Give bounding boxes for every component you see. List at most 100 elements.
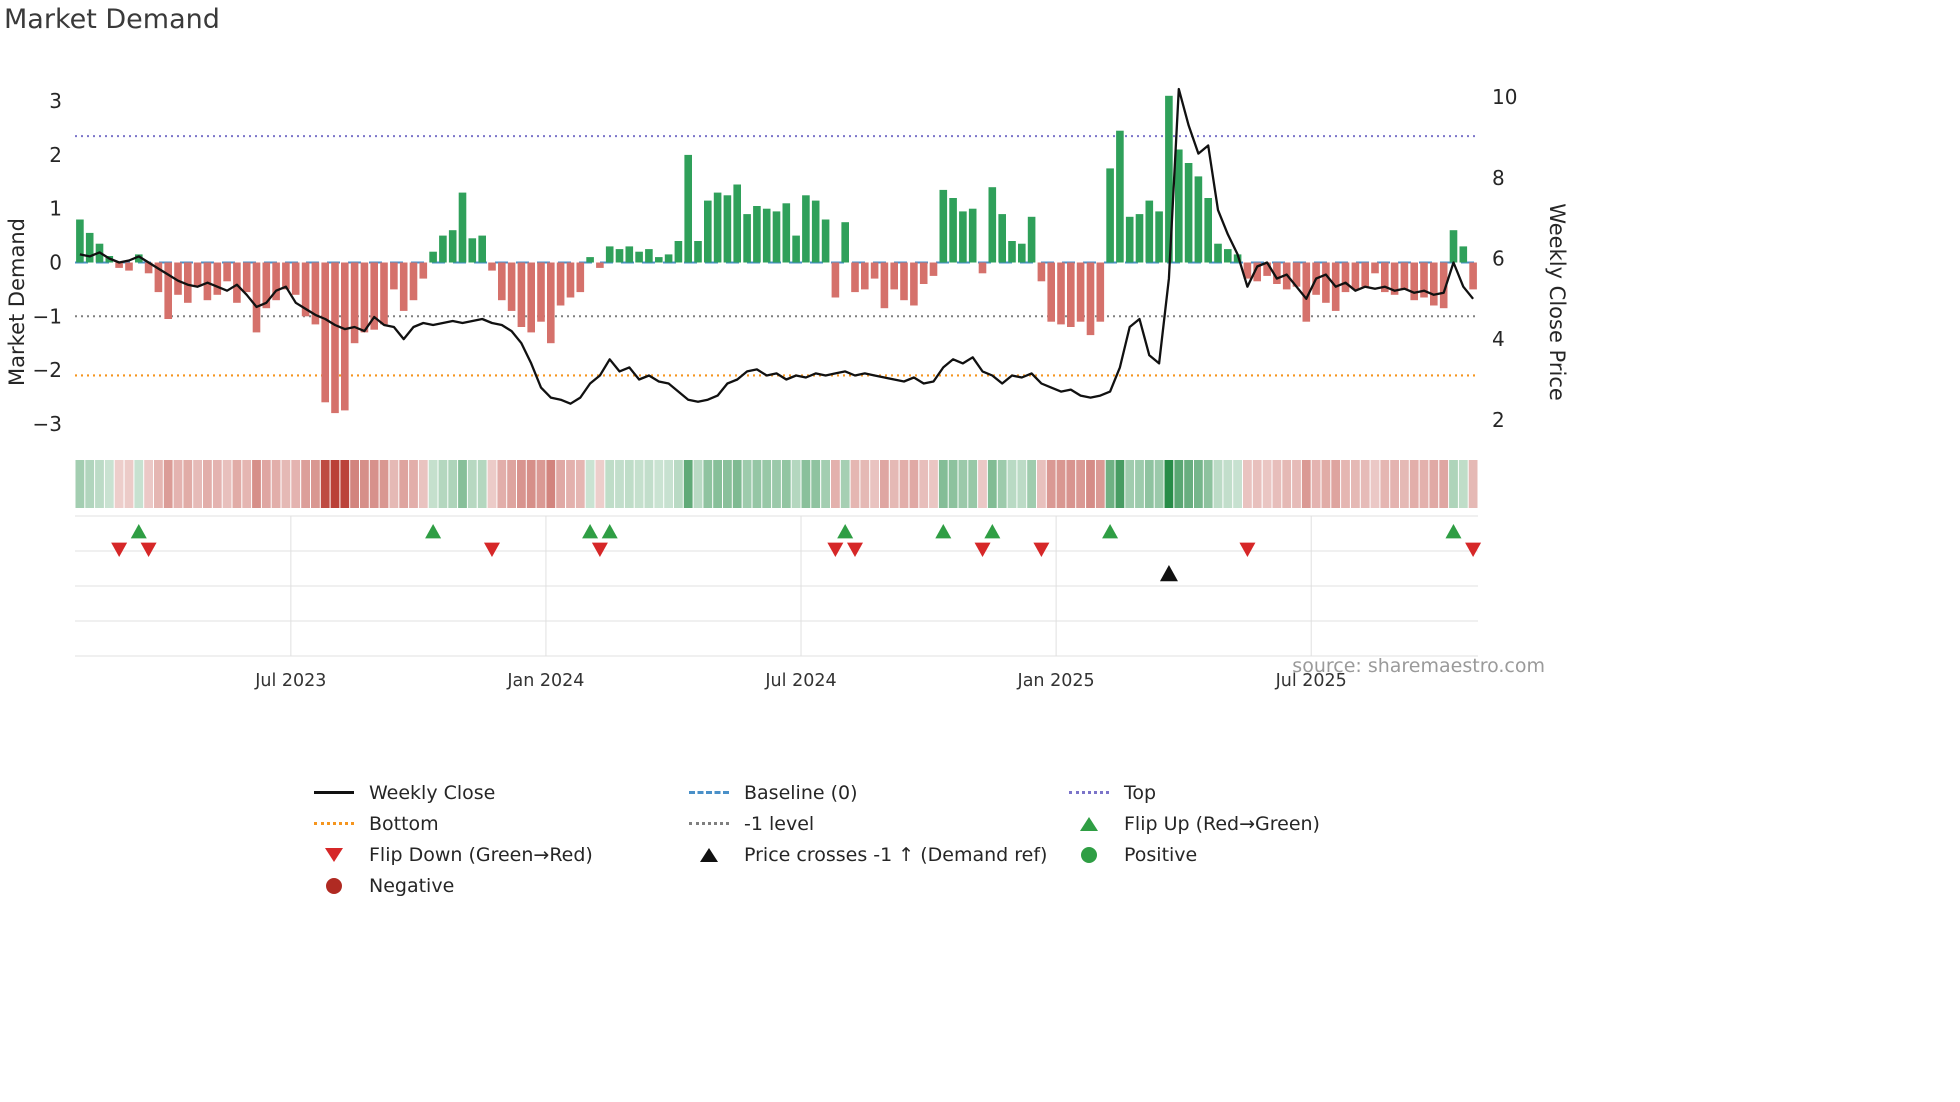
heatmap-cell bbox=[615, 460, 624, 508]
legend-swatch-triangle-up-icon bbox=[687, 847, 731, 862]
demand-bar bbox=[674, 241, 683, 263]
heatmap-cell bbox=[1351, 460, 1360, 508]
heatmap-cell bbox=[1125, 460, 1135, 508]
heatmap-cell bbox=[654, 460, 664, 508]
heatmap-cell bbox=[1390, 460, 1399, 508]
demand-bar bbox=[1292, 262, 1301, 287]
demand-bar bbox=[1430, 262, 1438, 306]
demand-bar bbox=[880, 262, 889, 309]
source-credit: source: sharemaestro.com bbox=[1292, 655, 1545, 677]
legend-swatch-circle-icon bbox=[312, 877, 356, 894]
heatmap-cell bbox=[271, 460, 281, 508]
heatmap-cell bbox=[585, 460, 595, 508]
heatmap-cell bbox=[311, 460, 320, 508]
demand-bar bbox=[488, 262, 496, 271]
heatmap-cell bbox=[880, 460, 889, 508]
heatmap-cell bbox=[840, 460, 850, 508]
flip-up-marker bbox=[837, 524, 854, 539]
demand-bar bbox=[870, 262, 879, 279]
heatmap-cell bbox=[261, 460, 271, 508]
demand-bar bbox=[733, 184, 741, 263]
demand-bar bbox=[998, 214, 1006, 263]
demand-bar bbox=[919, 262, 928, 284]
demand-bar bbox=[1341, 262, 1350, 293]
heatmap-cell bbox=[467, 460, 477, 508]
heatmap-cell bbox=[369, 460, 379, 508]
demand-bar bbox=[1184, 163, 1193, 263]
demand-bar bbox=[85, 232, 94, 263]
heatmap-cell bbox=[1213, 460, 1223, 508]
heatmap-cell bbox=[1086, 460, 1095, 508]
heatmap-cell bbox=[1449, 460, 1458, 508]
y-tick-label-left: −2 bbox=[33, 358, 62, 382]
legend-swatch-dotted-icon bbox=[1067, 791, 1111, 794]
demand-bar bbox=[586, 257, 594, 263]
demand-bar bbox=[1390, 262, 1399, 295]
heatmap-cell bbox=[124, 460, 134, 508]
heatmap-cell bbox=[634, 460, 644, 508]
demand-bar bbox=[262, 262, 271, 309]
demand-bar bbox=[1194, 176, 1203, 263]
heatmap-cell bbox=[605, 460, 615, 508]
heatmap-cell bbox=[330, 460, 340, 508]
heatmap-cell bbox=[997, 460, 1007, 508]
heatmap-cell bbox=[781, 460, 791, 508]
demand-bar bbox=[959, 211, 967, 263]
demand-bar bbox=[1420, 262, 1428, 298]
heatmap-cell bbox=[978, 460, 987, 508]
legend-label: Top bbox=[1124, 781, 1157, 804]
legend-label: Negative bbox=[369, 874, 455, 897]
heatmap-cell bbox=[477, 460, 487, 508]
heatmap-cell bbox=[683, 460, 693, 508]
legend-swatch-dashed-icon bbox=[687, 791, 731, 794]
legend-swatch-dotted-icon bbox=[687, 822, 731, 825]
legend-label: Weekly Close bbox=[369, 781, 496, 804]
demand-bar bbox=[468, 238, 477, 263]
flip-up-marker bbox=[1445, 524, 1462, 539]
heatmap-cell bbox=[1243, 460, 1252, 508]
heatmap-cell bbox=[1095, 460, 1105, 508]
demand-bar bbox=[399, 262, 408, 311]
demand-bar bbox=[1439, 262, 1448, 309]
demand-bar bbox=[527, 262, 535, 333]
legend-item-weekly-close: Weekly Close bbox=[312, 778, 687, 807]
legend-label: Price crosses -1 ↑ (Demand ref) bbox=[744, 843, 1048, 866]
demand-bar bbox=[125, 262, 133, 271]
demand-bar bbox=[1224, 249, 1232, 263]
demand-bar bbox=[350, 262, 359, 344]
demand-bar bbox=[341, 262, 349, 411]
flip-down-marker bbox=[1465, 542, 1482, 557]
demand-bar bbox=[1165, 95, 1173, 263]
heatmap-cell bbox=[968, 460, 978, 508]
demand-bar bbox=[547, 262, 555, 344]
demand-bar bbox=[282, 262, 290, 290]
legend-item-price-cross: Price crosses -1 ↑ (Demand ref) bbox=[687, 840, 1067, 869]
heatmap-cell bbox=[409, 460, 418, 508]
demand-bar bbox=[360, 262, 369, 333]
heatmap-cell bbox=[752, 460, 762, 508]
demand-bar bbox=[301, 262, 310, 317]
demand-bar bbox=[1302, 262, 1311, 322]
y-tick-label-right: 6 bbox=[1492, 247, 1505, 271]
legend-item-flip-up: Flip Up (Red→Green) bbox=[1067, 809, 1497, 838]
price-line bbox=[79, 87, 1474, 405]
heatmap-cell bbox=[1419, 460, 1429, 508]
flip-down-marker bbox=[591, 542, 608, 557]
heatmap-cell bbox=[1135, 460, 1144, 508]
heatmap-cell bbox=[458, 460, 467, 508]
demand-bar bbox=[203, 262, 212, 301]
demand-bar bbox=[861, 262, 869, 290]
demand-bar bbox=[439, 235, 447, 263]
demand-bar bbox=[841, 222, 849, 263]
heatmap-cell bbox=[1429, 460, 1439, 508]
demand-bar bbox=[655, 257, 663, 263]
flip-down-marker bbox=[974, 542, 991, 557]
heatmap-cell bbox=[1439, 460, 1449, 508]
demand-bar bbox=[831, 262, 840, 298]
heatmap-cell bbox=[1262, 460, 1272, 508]
demand-bar bbox=[1096, 262, 1105, 322]
heatmap-cell bbox=[1282, 460, 1292, 508]
heatmap-cell bbox=[1301, 460, 1311, 508]
